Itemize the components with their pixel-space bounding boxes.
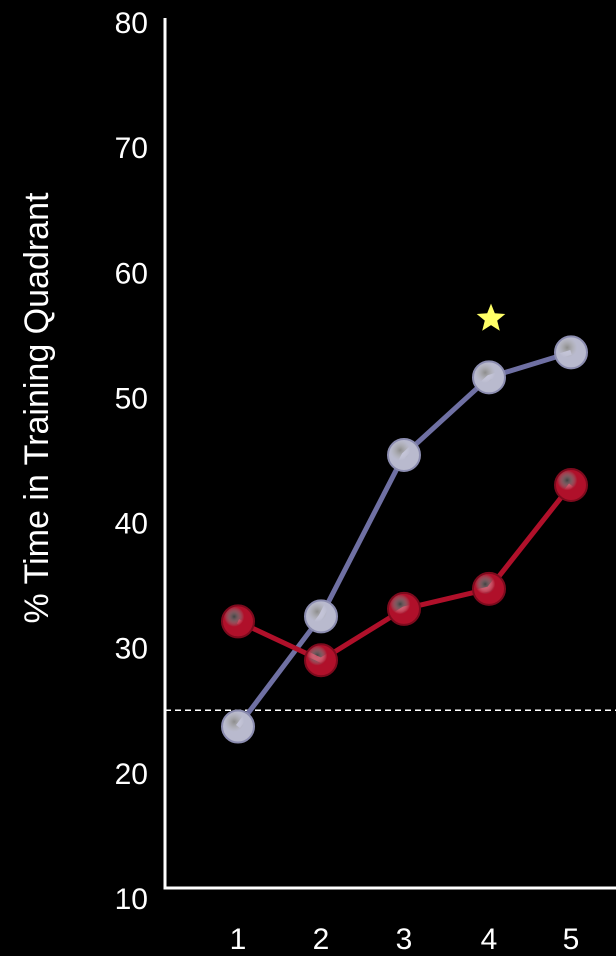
x-tick-label: 4 [481, 923, 498, 956]
series-lines [236, 349, 573, 729]
y-axis-title: % Time in Training Quadrant [18, 192, 56, 623]
series-point [554, 335, 588, 370]
y-tick-label: 40 [115, 508, 148, 541]
series-point [304, 599, 338, 634]
star-icon [476, 303, 506, 331]
series-point [554, 468, 588, 503]
y-tick-label: 60 [115, 257, 148, 290]
y-tick-label: 70 [115, 132, 148, 165]
series-markers [221, 335, 588, 744]
series-point [472, 360, 506, 395]
series-point [387, 591, 421, 626]
y-tick-labels: 10 20 30 40 50 60 70 80 [115, 7, 148, 916]
series-line [236, 349, 572, 729]
x-tick-label: 5 [563, 923, 580, 956]
x-tick-label: 3 [396, 923, 413, 956]
y-tick-label: 20 [115, 758, 148, 791]
series-point [304, 643, 338, 678]
series-point [221, 709, 255, 744]
y-tick-label: 80 [115, 7, 148, 40]
y-tick-label: 50 [115, 382, 148, 415]
series-point [472, 571, 506, 606]
series-point [221, 604, 255, 639]
y-tick-label: 10 [115, 883, 148, 916]
axes [163, 18, 616, 890]
series-point [387, 437, 421, 472]
series-line [236, 483, 573, 663]
annotations [476, 303, 506, 331]
x-tick-labels: 1 2 3 4 5 [230, 923, 580, 956]
x-tick-label: 1 [230, 923, 247, 956]
x-tick-label: 2 [313, 923, 330, 956]
y-tick-label: 30 [115, 633, 148, 666]
